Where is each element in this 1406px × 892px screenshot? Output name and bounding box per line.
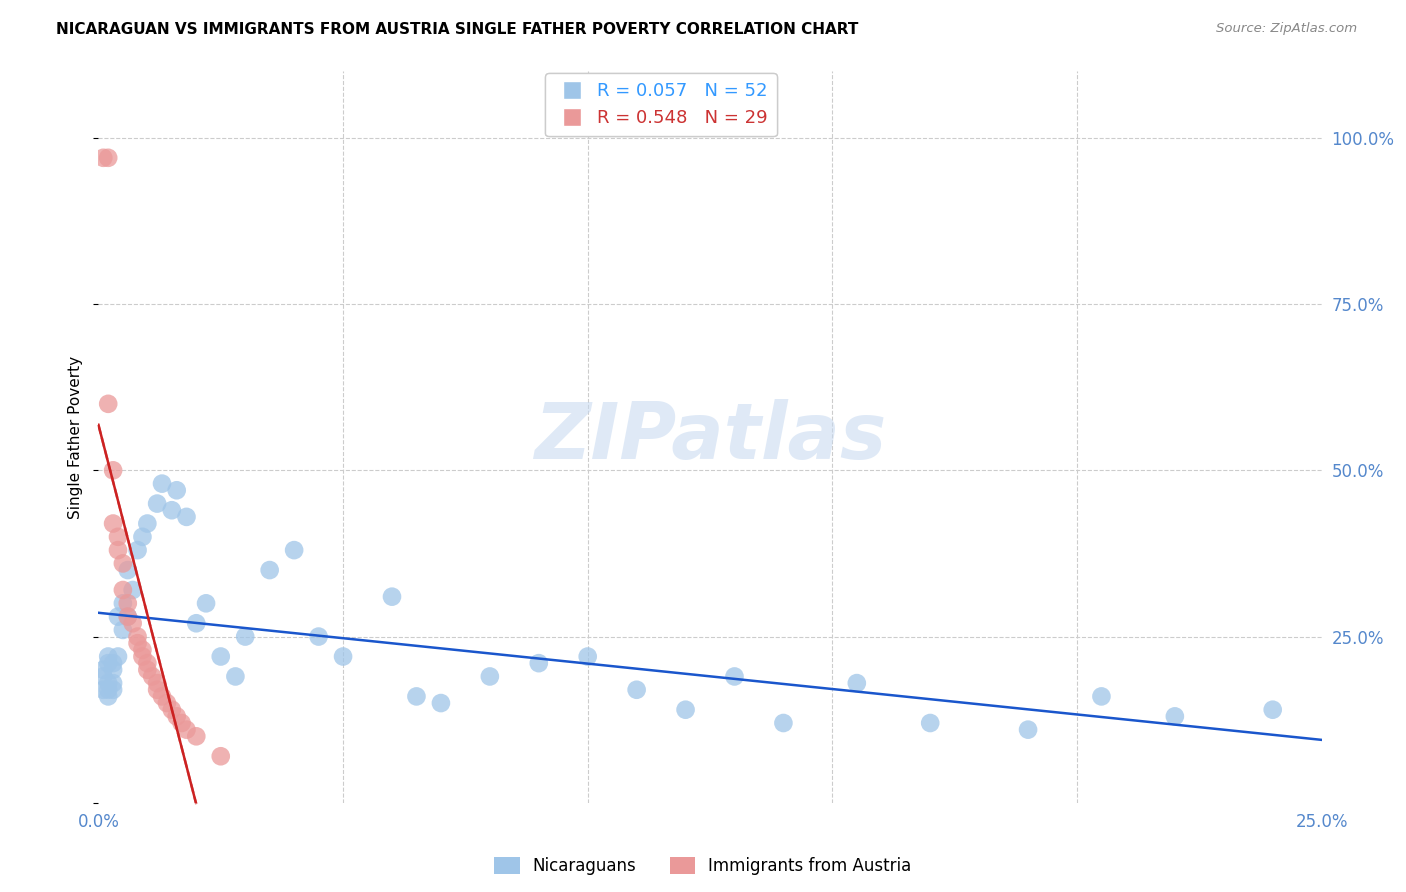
Point [283, 543, 305, 558]
Point [101, 516, 124, 531]
Point [332, 649, 354, 664]
Point [160, 503, 183, 517]
Point [136, 663, 159, 677]
Point [107, 649, 129, 664]
Point [176, 509, 198, 524]
Point [136, 656, 159, 670]
Point [150, 476, 173, 491]
Point [117, 609, 139, 624]
Point [111, 623, 134, 637]
Point [195, 596, 218, 610]
Legend: Nicaraguans, Immigrants from Austria: Nicaraguans, Immigrants from Austria [486, 849, 920, 884]
Point [127, 543, 149, 558]
Point [91, 151, 114, 165]
Point [117, 609, 139, 624]
Point [478, 669, 501, 683]
Point [117, 596, 139, 610]
Point [117, 563, 139, 577]
Point [97, 649, 120, 664]
Point [170, 716, 193, 731]
Point [166, 709, 188, 723]
Point [166, 483, 188, 498]
Point [675, 703, 697, 717]
Point [91, 669, 114, 683]
Point [259, 563, 281, 577]
Point [97, 656, 120, 670]
Point [101, 676, 124, 690]
Point [111, 596, 134, 610]
Point [160, 703, 183, 717]
Point [308, 630, 330, 644]
Point [101, 463, 124, 477]
Point [576, 649, 599, 664]
Point [772, 716, 794, 731]
Point [209, 649, 232, 664]
Point [91, 682, 114, 697]
Point [233, 630, 256, 644]
Point [111, 557, 134, 571]
Point [626, 682, 648, 697]
Legend: R = 0.057   N = 52, R = 0.548   N = 29: R = 0.057 N = 52, R = 0.548 N = 29 [546, 73, 778, 136]
Point [723, 669, 745, 683]
Point [97, 690, 120, 704]
Y-axis label: Single Father Poverty: Single Father Poverty [67, 356, 83, 518]
Point [845, 676, 868, 690]
Point [1164, 709, 1187, 723]
Point [381, 590, 404, 604]
Point [527, 656, 550, 670]
Point [121, 616, 143, 631]
Point [186, 729, 208, 743]
Point [107, 530, 129, 544]
Point [131, 643, 153, 657]
Text: Source: ZipAtlas.com: Source: ZipAtlas.com [1216, 22, 1357, 36]
Point [176, 723, 198, 737]
Point [131, 649, 153, 664]
Point [136, 516, 159, 531]
Point [430, 696, 453, 710]
Point [107, 543, 129, 558]
Point [101, 682, 124, 697]
Point [107, 609, 129, 624]
Point [224, 669, 246, 683]
Point [97, 682, 120, 697]
Point [146, 676, 169, 690]
Point [91, 663, 114, 677]
Point [1017, 723, 1039, 737]
Point [101, 663, 124, 677]
Point [1261, 703, 1284, 717]
Point [146, 682, 169, 697]
Point [97, 151, 120, 165]
Point [97, 397, 120, 411]
Point [146, 497, 169, 511]
Point [150, 690, 173, 704]
Point [186, 616, 208, 631]
Point [101, 656, 124, 670]
Point [127, 630, 149, 644]
Text: ZIPatlas: ZIPatlas [534, 399, 886, 475]
Point [1090, 690, 1112, 704]
Point [131, 530, 153, 544]
Point [156, 696, 179, 710]
Point [127, 636, 149, 650]
Point [111, 582, 134, 597]
Point [121, 582, 143, 597]
Point [141, 669, 163, 683]
Text: NICARAGUAN VS IMMIGRANTS FROM AUSTRIA SINGLE FATHER POVERTY CORRELATION CHART: NICARAGUAN VS IMMIGRANTS FROM AUSTRIA SI… [56, 22, 859, 37]
Point [405, 690, 427, 704]
Point [920, 716, 942, 731]
Point [209, 749, 232, 764]
Point [97, 676, 120, 690]
